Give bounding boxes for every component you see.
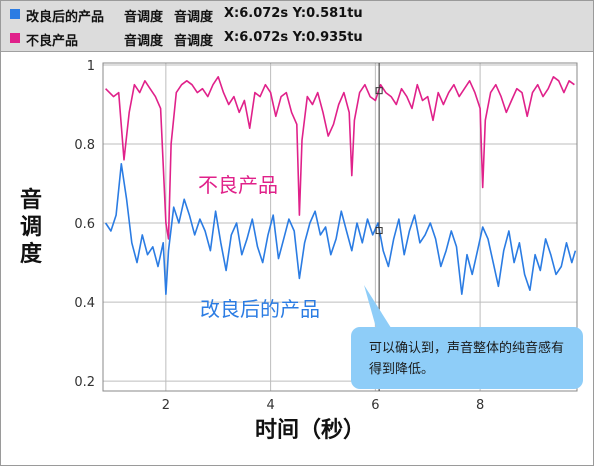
x-axis-label: 时间（秒）: [255, 418, 365, 443]
legend-panel: 改良后的产品 音调度 音调度 X:6.072s Y:0.581tu 不良产品 音…: [1, 1, 593, 52]
tick-labels: 2 4 6 8 0.2 0.4 0.6 0.8 1: [74, 59, 484, 413]
series-line-improved: [104, 163, 577, 296]
legend-swatch-improved: [10, 9, 20, 19]
legend-row-improved: 改良后的产品 音调度 音调度 X:6.072s Y:0.581tu: [1, 3, 593, 25]
callout-pointer: [364, 285, 393, 331]
x-tick-label: 2: [162, 398, 170, 413]
legend-label: 音调度: [174, 34, 214, 49]
plot-area-border: [102, 62, 578, 392]
annotation-defective: 不良产品: [198, 173, 278, 197]
legend-label: 音调度: [124, 34, 164, 49]
y-tick-label: 0.2: [74, 375, 95, 390]
legend-readout: X:6.072s Y:0.581tu: [224, 6, 363, 21]
legend-row-defective: 不良产品 音调度 音调度 X:6.072s Y:0.935tu: [1, 27, 593, 49]
x-tick-label: 6: [371, 398, 379, 413]
legend-series-name: 不良产品: [26, 34, 79, 49]
legend-readout: X:6.072s Y:0.935tu: [224, 30, 363, 45]
cursor-marker-defective: [375, 87, 383, 95]
callout-bubble: 可以确认到，声音整体的纯音感有得到降低。: [351, 327, 583, 389]
cursor-marker-improved: [375, 227, 383, 235]
y-axis-label-char: 调: [20, 215, 42, 240]
legend-swatch-defective: [10, 33, 20, 43]
series-layer: [104, 76, 577, 296]
y-axis-label: 音调度: [20, 187, 43, 267]
x-tick-label: 8: [476, 398, 484, 413]
legend-label: 音调度: [124, 10, 164, 25]
legend-series-name: 改良后的产品: [26, 10, 105, 25]
y-tick-label: 0.4: [74, 296, 95, 311]
callout-text: 可以确认到，声音整体的纯音感有得到降低。: [369, 341, 565, 377]
x-tick-label: 4: [266, 398, 274, 413]
legend-label: 音调度: [174, 10, 214, 25]
annotation-improved: 改良后的产品: [200, 297, 320, 321]
y-axis-label-char: 音: [20, 187, 42, 213]
y-tick-label: 0.6: [74, 217, 95, 232]
y-tick-label: 1: [87, 59, 95, 74]
y-axis-label-char: 度: [20, 241, 43, 267]
series-line-defective: [105, 76, 575, 240]
y-tick-label: 0.8: [74, 138, 95, 153]
